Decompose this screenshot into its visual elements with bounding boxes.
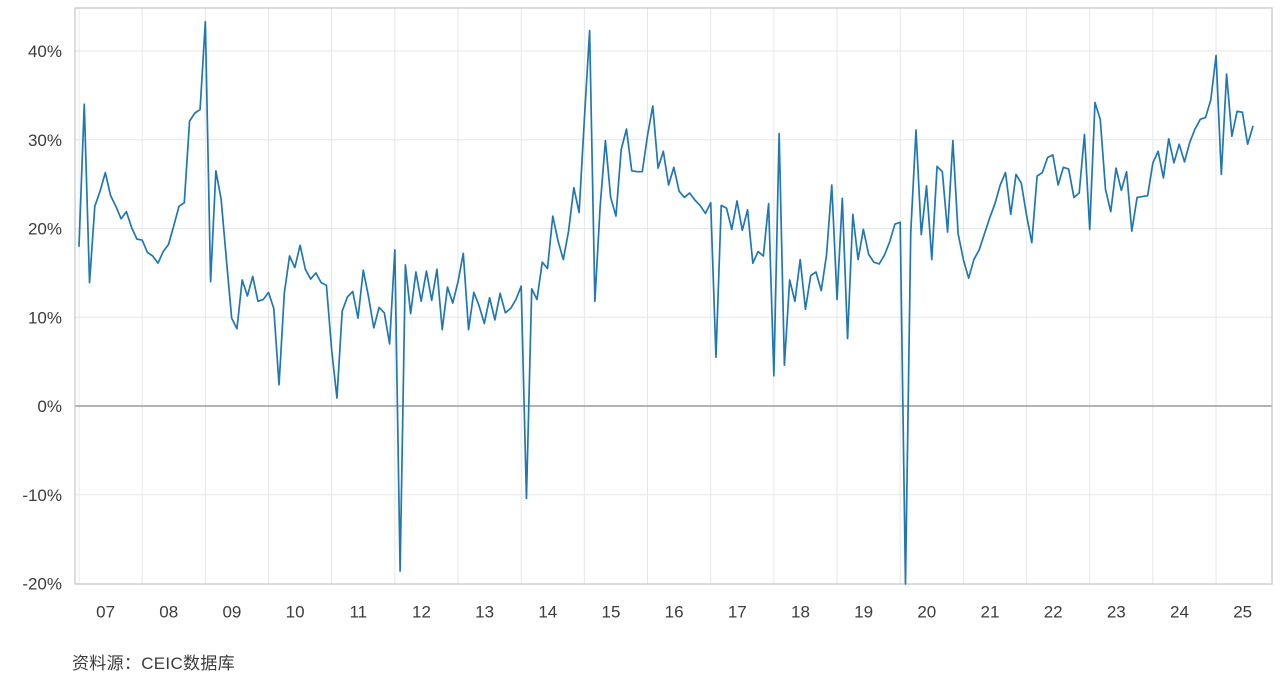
y-axis-tick-label: 40% [28,42,62,61]
y-axis-tick-label: 30% [28,131,62,150]
plot-frame [74,7,1273,585]
x-axis-tick-label: 16 [665,603,684,622]
x-axis-tick-label: 12 [412,603,431,622]
y-axis-tick-label: -10% [22,486,62,505]
y-axis-tick-label: 0% [37,397,62,416]
data-line [78,20,1254,585]
x-axis-tick-label: 25 [1233,603,1252,622]
x-axis-tick-label: 13 [475,603,494,622]
x-axis-tick-label: 23 [1107,603,1126,622]
y-axis-tick-label: 10% [28,308,62,327]
x-axis-tick-label: 22 [1044,603,1063,622]
x-axis-tick-label: 08 [159,603,178,622]
y-axis-tick-label: 20% [28,220,62,239]
x-axis-tick-label: 10 [286,603,305,622]
x-axis-tick-label: 09 [222,603,241,622]
x-axis-tick-label: 19 [854,603,873,622]
x-axis-tick-label: 24 [1170,603,1189,622]
x-axis-tick-label: 18 [791,603,810,622]
x-axis-tick-label: 21 [981,603,1000,622]
x-axis-tick-label: 15 [601,603,620,622]
x-axis-tick-label: 17 [728,603,747,622]
x-axis-tick-label: 20 [917,603,936,622]
x-axis-tick-label: 07 [96,603,115,622]
x-axis-tick-label: 11 [349,603,367,622]
y-axis-tick-label: -20% [22,575,62,594]
x-axis-tick-label: 14 [538,603,557,622]
source-note: 资料源：CEIC数据库 [72,654,235,673]
